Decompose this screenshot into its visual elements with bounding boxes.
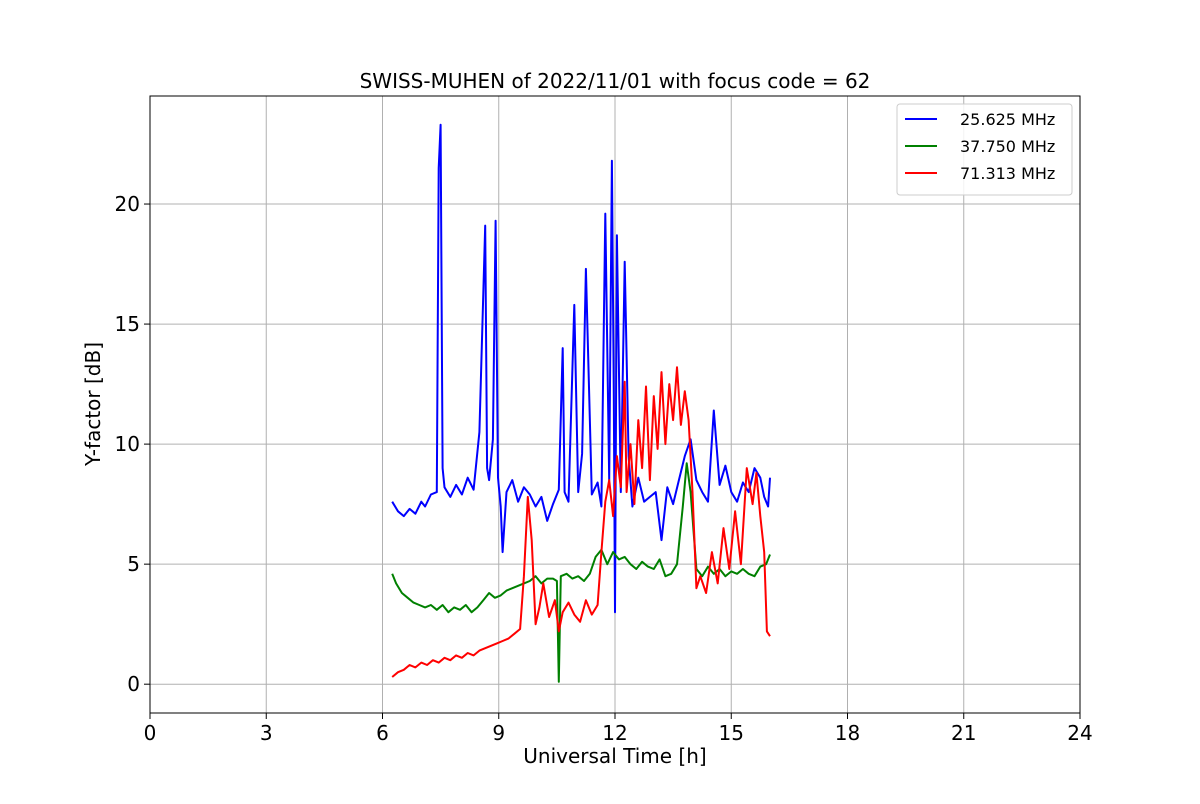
y-tick-label: 20 (115, 192, 140, 216)
y-tick-label: 0 (127, 672, 140, 696)
x-tick-label: 21 (951, 721, 976, 745)
series-line-2 (391, 462, 771, 683)
chart-title: SWISS-MUHEN of 2022/11/01 with focus cod… (360, 69, 871, 93)
axis-ticks: 0 3 6 9 12 15 18 21 24 0 5 10 15 20 (115, 192, 1093, 745)
x-tick-label: 15 (719, 721, 744, 745)
x-tick-label: 12 (602, 721, 627, 745)
legend-label: 25.625 MHz (960, 110, 1055, 129)
x-tick-label: 0 (144, 721, 157, 745)
series-line-1 (391, 123, 771, 614)
y-tick-label: 15 (115, 312, 140, 336)
series-layer (391, 123, 771, 683)
grid-lines (149, 96, 1081, 713)
y-tick-label: 10 (115, 432, 140, 456)
x-tick-label: 24 (1067, 721, 1092, 745)
x-tick-label: 3 (260, 721, 273, 745)
legend-label: 37.750 MHz (960, 137, 1055, 156)
legend-label: 71.313 MHz (960, 164, 1055, 183)
legend-box (896, 103, 1073, 196)
x-tick-label: 18 (835, 721, 860, 745)
x-tick-label: 9 (492, 721, 505, 745)
x-tick-label: 6 (376, 721, 389, 745)
y-tick-label: 5 (127, 552, 140, 576)
y-axis-label: Y-factor [dB] (81, 342, 105, 467)
series-line-3 (391, 366, 771, 678)
x-axis-label: Universal Time [h] (523, 744, 706, 768)
legend: 25.625 MHz 37.750 MHz 71.313 MHz (896, 103, 1073, 196)
